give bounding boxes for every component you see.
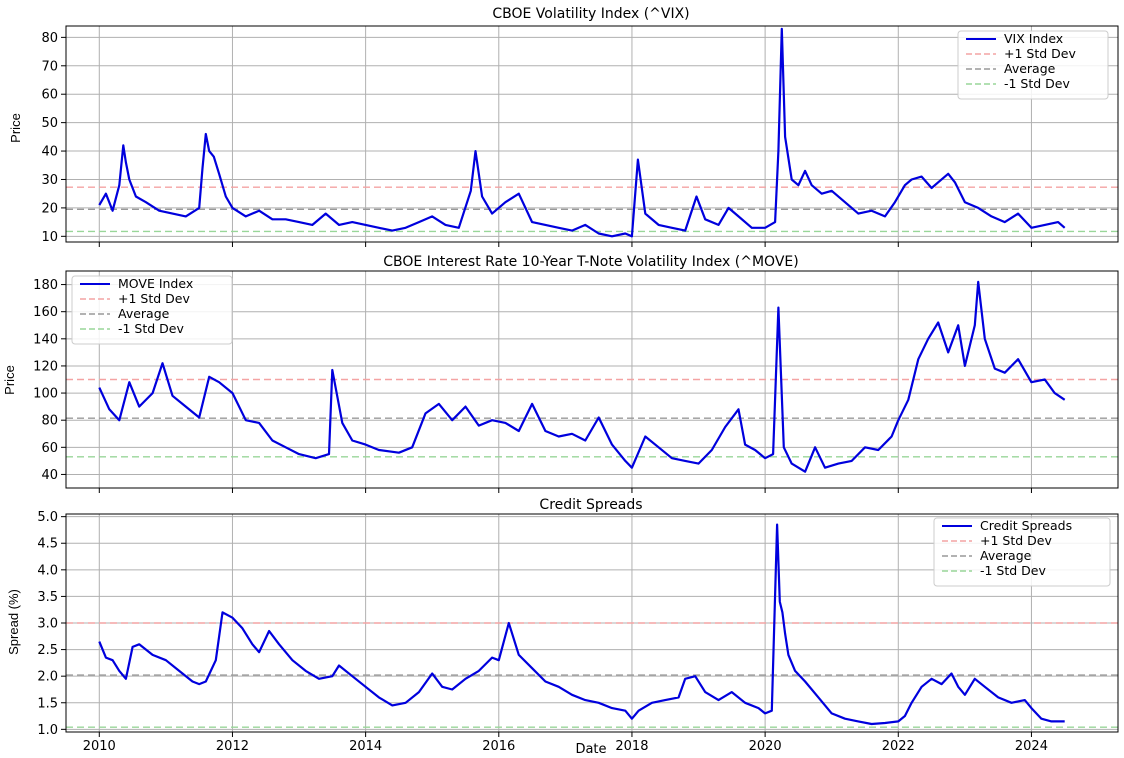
move-legend-box: [71, 275, 233, 345]
credit-xtick-label: 2014: [349, 739, 382, 754]
credit-xtick-label: 2012: [216, 739, 249, 754]
vix-panel: CBOE Volatility Index (^VIX) Price 10 20 3…: [8, 6, 1119, 247]
credit-ytick-label: 5.0: [37, 510, 58, 525]
move-panel: CBOE Interest Rate 10-Year T-Note Volati…: [2, 254, 1119, 493]
move-ytick-label: 120: [33, 359, 58, 374]
move-ytick-label: 160: [33, 305, 58, 320]
move-ytick-label: 180: [33, 278, 58, 293]
move-legend-label: Average: [118, 306, 170, 321]
credit-xtick-label: 2018: [615, 739, 648, 754]
vix-plot-frame: [65, 25, 1119, 243]
vix-ytick-label: 50: [41, 116, 58, 131]
vix-legend-label: Average: [1004, 61, 1056, 76]
credit-legend-box: [933, 517, 1111, 587]
credit-ylabel: Spread (%): [6, 589, 21, 655]
credit-legend-label: Credit Spreads: [980, 518, 1072, 533]
move-legend-label: MOVE Index: [118, 276, 193, 291]
credit-xtick-label: 2016: [482, 739, 515, 754]
move-legend-label: -1 Std Dev: [118, 321, 184, 336]
credit-xtick-label: 2022: [882, 739, 915, 754]
move-ytick-label: 60: [41, 441, 58, 456]
move-plot-frame: [65, 270, 1119, 489]
vix-ytick-label: 80: [41, 31, 58, 46]
vix-ytick-label: 60: [41, 88, 58, 103]
vix-ylabel: Price: [8, 113, 23, 143]
credit-xtick-label: 2010: [83, 739, 116, 754]
credit-series-line: [98, 523, 1065, 726]
credit-title: Credit Spreads: [539, 497, 642, 513]
vix-ytick-label: 30: [41, 173, 58, 188]
credit-legend-label: Average: [980, 548, 1032, 563]
move-ytick-label: 100: [33, 387, 58, 402]
vix-legend-label: -1 Std Dev: [1004, 76, 1070, 91]
move-ytick-label: 140: [33, 332, 58, 347]
credit-ytick-label: 3.5: [37, 590, 58, 605]
credit-xtick-label: 2020: [749, 739, 782, 754]
vix-title: CBOE Volatility Index (^VIX): [492, 6, 689, 22]
move-title: CBOE Interest Rate 10-Year T-Note Volati…: [383, 254, 798, 270]
credit-xtick-label: 2024: [1015, 739, 1048, 754]
credit-ytick-label: 1.5: [37, 696, 58, 711]
credit-ytick-label: 4.5: [37, 537, 58, 552]
credit-legend-label: +1 Std Dev: [980, 533, 1052, 548]
move-series-line: [98, 280, 1066, 473]
move-ytick-label: 80: [41, 414, 58, 429]
vix-legend-box: [957, 30, 1109, 100]
vix-legend-label: VIX Index: [1004, 31, 1063, 46]
credit-panel: Credit Spreads Spread (%) Date 1.0 1.5 2.0…: [6, 497, 1119, 757]
credit-ytick-label: 4.0: [37, 563, 58, 578]
vix-legend-label: +1 Std Dev: [1004, 46, 1076, 61]
credit-ytick-label: 3.0: [37, 617, 58, 632]
vix-ytick-label: 40: [41, 145, 58, 160]
move-legend-label: +1 Std Dev: [118, 291, 190, 306]
move-ylabel: Price: [2, 365, 17, 395]
vix-ytick-label: 20: [41, 201, 58, 216]
vix-ytick-label: 10: [41, 230, 58, 245]
vix-series-line: [98, 27, 1066, 238]
move-ytick-label: 40: [41, 468, 58, 483]
credit-legend-label: -1 Std Dev: [980, 563, 1046, 578]
vix-ytick-label: 70: [41, 59, 58, 74]
credit-ytick-label: 2.0: [37, 670, 58, 685]
credit-xlabel: Date: [575, 742, 606, 757]
credit-ytick-label: 2.5: [37, 643, 58, 658]
credit-ytick-label: 1.0: [37, 723, 58, 738]
